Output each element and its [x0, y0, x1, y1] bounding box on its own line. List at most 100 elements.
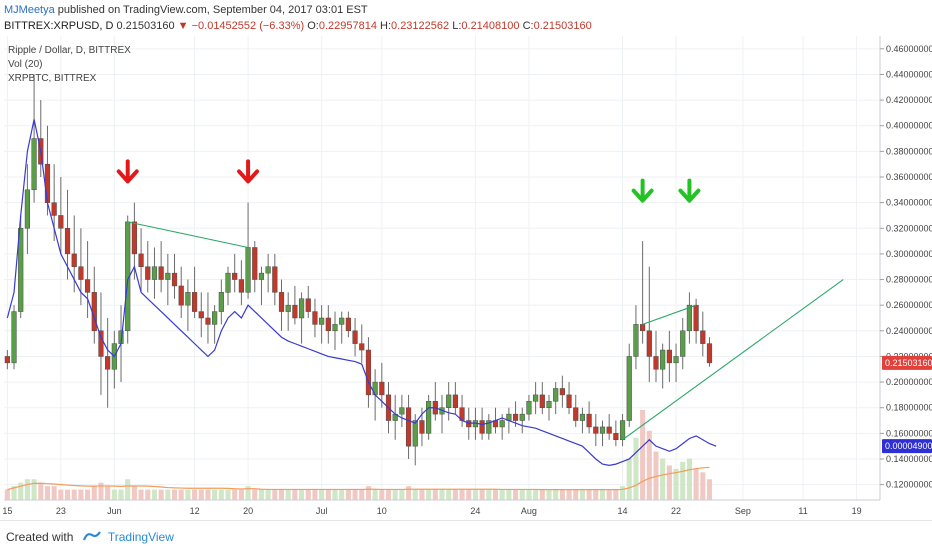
price-tick-label: 0.28000000: [886, 275, 932, 285]
volume-bar: [151, 489, 157, 500]
candle-body: [58, 215, 64, 229]
volume-bar: [299, 489, 305, 500]
trendline-resistance-2: [642, 304, 697, 325]
close-label: C:: [522, 20, 534, 32]
volume-bar: [599, 489, 606, 500]
chart-header: MJMeetya published on TradingView.com, S…: [0, 0, 932, 36]
volume-bar: [593, 489, 599, 500]
candle-body: [245, 247, 251, 293]
candle-body: [660, 349, 666, 370]
candle-body: [312, 311, 318, 325]
low-value: 0.21408100: [461, 20, 520, 32]
candle-body: [546, 401, 552, 408]
open-label: O:: [307, 20, 319, 32]
price-tick-label: 0.32000000: [886, 223, 932, 233]
open-value: 0.22957814: [318, 20, 377, 32]
price-tick-label: 0.30000000: [886, 249, 932, 259]
volume-bar: [640, 410, 646, 500]
candle-body: [232, 272, 238, 280]
legend-volume: Vol (20): [8, 59, 42, 70]
volume-bar: [399, 489, 405, 500]
volume-bar: [44, 486, 51, 500]
volume-bar: [486, 489, 492, 500]
volume-bar: [118, 489, 124, 500]
candle-body: [319, 317, 325, 325]
volume-bar: [339, 489, 345, 500]
candle-body: [305, 298, 311, 312]
candle-body: [71, 253, 77, 267]
candle-body: [579, 413, 586, 421]
volume-bar: [31, 479, 37, 500]
volume-bar: [38, 482, 44, 500]
candle-body: [693, 304, 699, 332]
candle-body: [272, 266, 278, 293]
time-tick-label: 15: [2, 506, 12, 516]
volume-bar: [379, 489, 385, 500]
candle-body: [151, 266, 158, 280]
volume-bar: [265, 489, 271, 500]
green-arrow-icon-head: [631, 188, 654, 203]
volume-bar: [258, 489, 264, 500]
candle-body: [332, 324, 338, 332]
candle-body: [325, 317, 331, 332]
volume-bar: [145, 489, 151, 500]
high-label: H:: [380, 20, 392, 32]
compare-price-tag: [882, 439, 932, 454]
chart-area[interactable]: 0.46000000 0.44000000 0.42000000 0.40000000…: [0, 36, 932, 520]
volume-bar: [305, 489, 311, 500]
volume-bar: [24, 479, 30, 500]
candle-body: [653, 356, 659, 370]
candle-body: [593, 426, 599, 434]
candle-body: [238, 279, 244, 293]
time-tick-label: 14: [618, 506, 628, 516]
volume-bar: [158, 489, 164, 500]
volume-bar: [492, 489, 499, 500]
red-arrow-icon: [116, 159, 139, 184]
candle-body: [131, 221, 137, 255]
volume-bar: [205, 489, 211, 500]
candle-body: [105, 356, 111, 370]
candle-body: [31, 138, 37, 191]
price-axis[interactable]: 0.46000000 0.44000000 0.42000000 0.40000000…: [879, 36, 932, 500]
volume-bar: [533, 489, 539, 500]
candle-body: [265, 266, 271, 274]
volume-bar: [345, 489, 351, 500]
candle-body: [426, 401, 432, 434]
price-chart[interactable]: 0.46000000 0.44000000 0.42000000 0.40000000…: [0, 36, 932, 520]
candle-body: [399, 407, 405, 415]
volume-bar: [620, 486, 626, 500]
chart-legend: Ripple / Dollar, D, BITTREX Vol (20) XRP…: [8, 45, 131, 84]
publisher-name[interactable]: MJMeetya: [4, 4, 55, 16]
volume-bar: [225, 489, 231, 500]
candle-body: [573, 407, 579, 421]
volume-bar: [165, 489, 171, 500]
volume-bar: [606, 489, 612, 500]
volume-bar: [78, 489, 84, 500]
publish-text: published on TradingView.com, September …: [54, 4, 368, 16]
candle-body: [165, 272, 171, 280]
candle-body: [646, 330, 652, 357]
volume-bar: [459, 489, 465, 500]
symbol-label: BITTREX:XRPUSD, D: [4, 20, 114, 32]
trendline-resistance: [127, 221, 249, 249]
volume-bar: [359, 489, 365, 500]
volume-bar: [245, 486, 251, 500]
volume-bar: [185, 489, 191, 500]
ohlc-line: BITTREX:XRPUSD, D 0.21503160 ▼ −0.014525…: [4, 20, 592, 32]
volume-bar: [312, 489, 318, 500]
price-tick-label: 0.24000000: [886, 326, 932, 336]
time-axis[interactable]: 15 23 Jun 12 20 Jul 10 24 Aug 14 22 Sep 11 19: [2, 499, 880, 516]
volume-bar: [64, 489, 71, 500]
price-tick-label: 0.14000000: [886, 454, 932, 464]
tradingview-brand[interactable]: TradingView: [107, 530, 174, 544]
price-tick-label: 0.18000000: [886, 403, 932, 413]
candle-body: [512, 413, 519, 421]
candle-body: [412, 420, 418, 447]
candle-body: [452, 394, 458, 408]
candles: [4, 74, 713, 466]
candle-body: [479, 420, 485, 434]
time-tick-label: 11: [798, 506, 807, 516]
volume-bar: [499, 489, 505, 500]
volume-bar: [700, 472, 706, 500]
volume-bar: [58, 489, 64, 500]
